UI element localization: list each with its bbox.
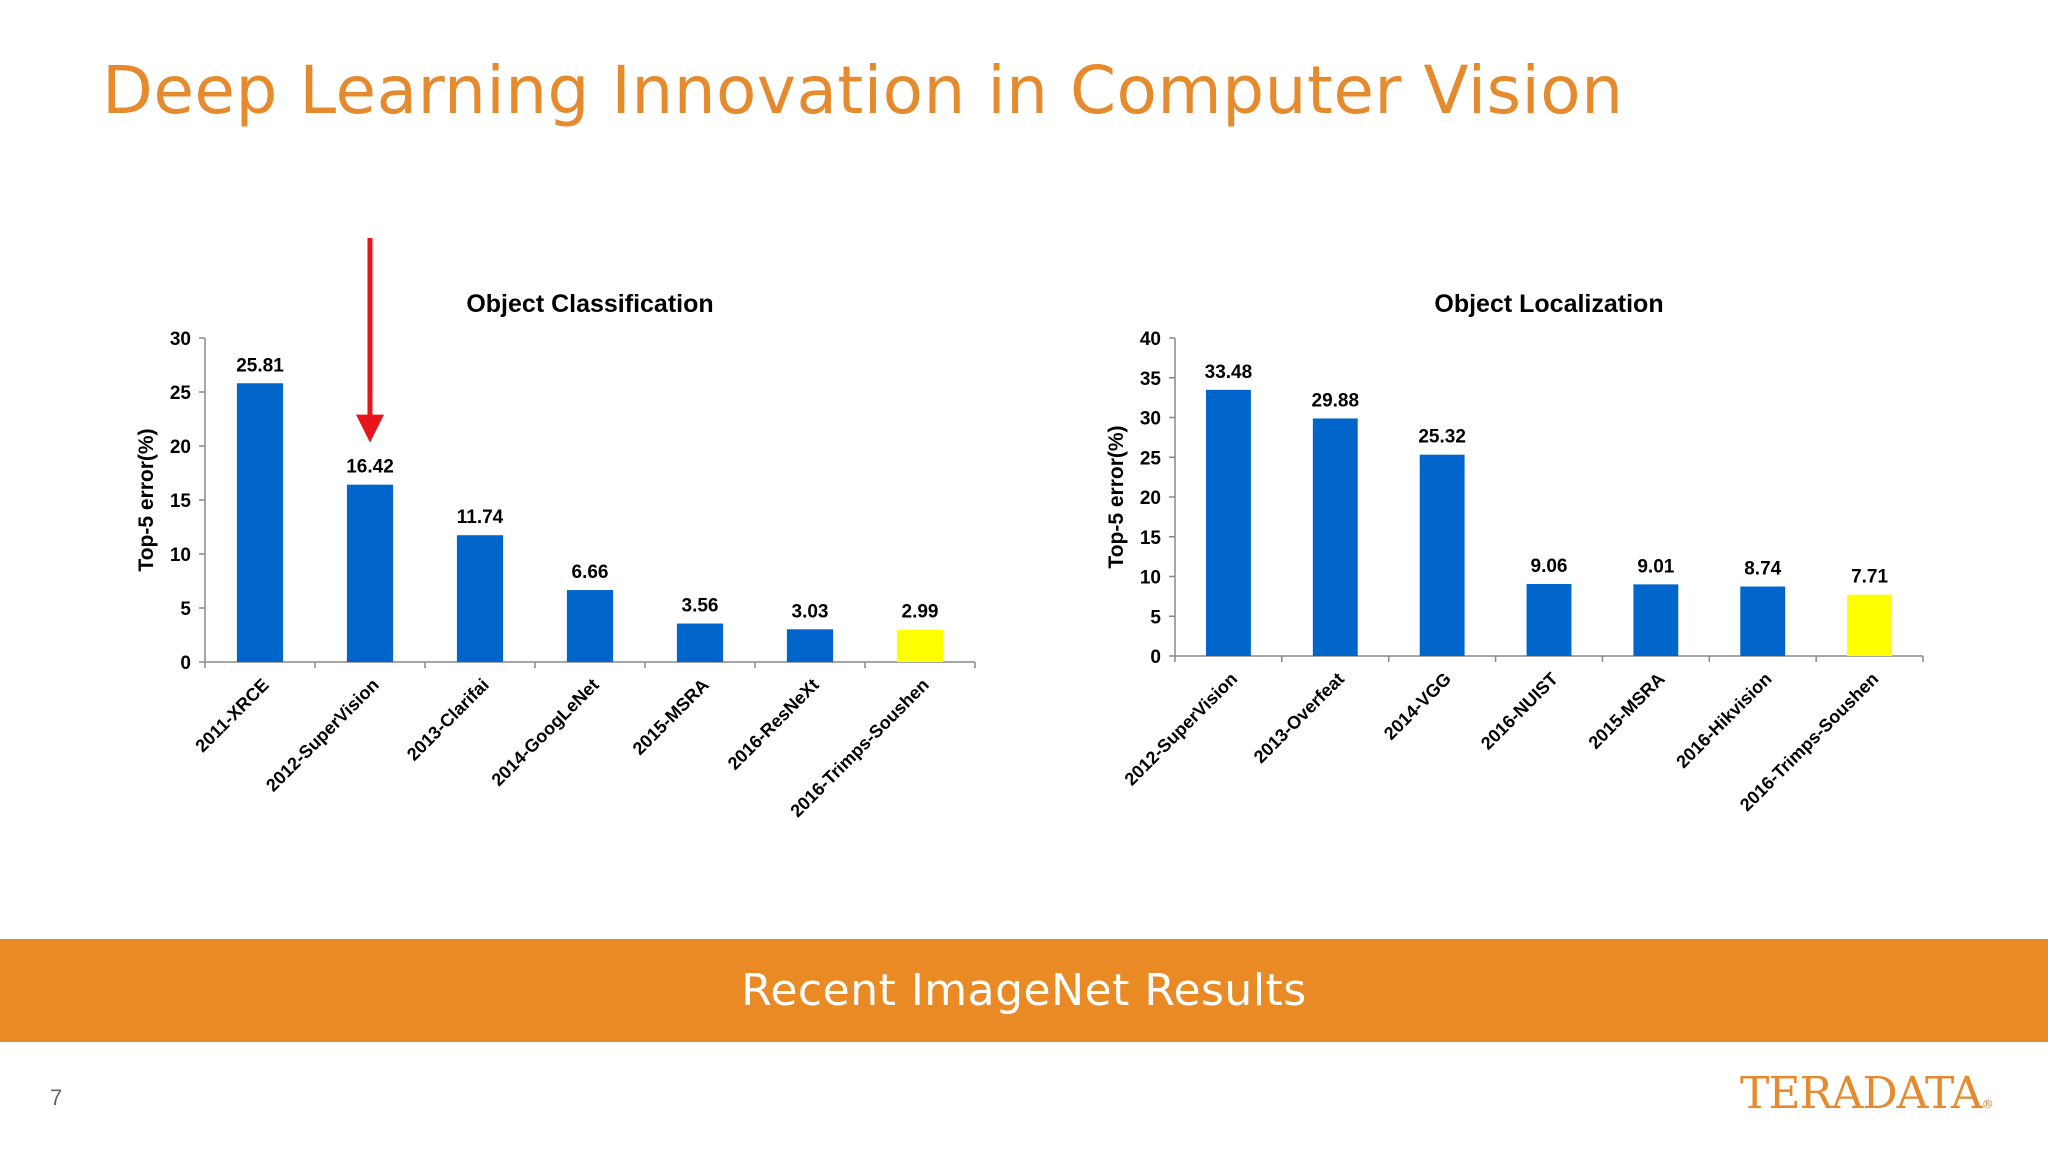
data-label: 2.99 — [902, 602, 939, 623]
bar — [786, 629, 834, 662]
bar — [1312, 418, 1358, 656]
y-tick-label: 40 — [1140, 329, 1161, 350]
category-label: 2012-SuperVision — [1121, 669, 1242, 790]
bar — [1419, 454, 1465, 656]
bar — [1526, 583, 1572, 656]
category-label: 2014-VGG — [1380, 669, 1455, 744]
y-tick-label: 25 — [1140, 448, 1162, 469]
data-label: 25.32 — [1418, 427, 1466, 448]
bar — [1633, 584, 1679, 656]
data-label: 16.42 — [346, 457, 394, 478]
data-label: 8.74 — [1744, 559, 1781, 580]
data-label: 3.03 — [792, 601, 829, 622]
category-label: 2015-MSRA — [629, 675, 713, 759]
y-tick-label: 15 — [1140, 528, 1162, 549]
y-tick-label: 15 — [170, 491, 192, 512]
teradata-logo: TERADATA® — [1740, 1068, 1994, 1119]
chart-title: Object Classification — [466, 290, 713, 318]
bar — [346, 484, 394, 662]
data-label: 11.74 — [457, 507, 504, 528]
data-label: 3.56 — [682, 596, 719, 617]
y-tick-label: 10 — [170, 545, 191, 566]
data-label: 25.81 — [236, 355, 284, 376]
y-tick-label: 30 — [1140, 409, 1161, 430]
bar — [456, 535, 504, 662]
category-label: 2015-MSRA — [1585, 669, 1669, 753]
data-label: 6.66 — [572, 562, 609, 583]
data-label: 29.88 — [1312, 390, 1360, 411]
y-axis-title: Top-5 error(%) — [135, 428, 158, 571]
bar — [1740, 586, 1786, 656]
banner: Recent ImageNet Results — [0, 939, 2048, 1042]
category-label: 2011-XRCE — [191, 675, 272, 756]
category-label: 2013-Clarifai — [403, 675, 493, 765]
y-axis-title: Top-5 error(%) — [1105, 425, 1128, 568]
data-label: 9.06 — [1531, 556, 1568, 577]
data-label: 9.01 — [1637, 556, 1674, 577]
category-label: 2016-NUIST — [1477, 669, 1562, 754]
chart-title: Object Localization — [1434, 290, 1663, 318]
y-tick-label: 20 — [1140, 488, 1161, 509]
logo-text: TERADATA — [1740, 1068, 1983, 1119]
banner-text: Recent ImageNet Results — [741, 965, 1307, 1016]
y-tick-label: 5 — [180, 599, 191, 620]
object-localization-chart: Object Localization Top-5 error(%) 0 5 10 15 2… — [1105, 290, 1924, 815]
bar — [236, 383, 284, 662]
y-tick-label: 10 — [1140, 568, 1161, 589]
bar — [1847, 594, 1893, 656]
y-tick-label: 0 — [1150, 647, 1161, 668]
y-tick-label: 0 — [180, 653, 191, 674]
bar — [676, 623, 724, 662]
data-label: 33.48 — [1205, 362, 1253, 383]
arrow-head — [356, 414, 384, 443]
bar — [896, 629, 944, 662]
page-number: 7 — [50, 1085, 63, 1110]
category-label: 2012-SuperVision — [262, 675, 383, 796]
bar — [1205, 389, 1251, 656]
slide-title: Deep Learning Innovation in Computer Vis… — [102, 52, 1624, 129]
y-tick-label: 35 — [1140, 369, 1162, 390]
data-label: 7.71 — [1851, 567, 1888, 588]
y-tick-label: 25 — [170, 383, 192, 404]
category-label: 2013-Overfeat — [1250, 669, 1348, 767]
y-tick-label: 5 — [1150, 607, 1161, 628]
category-label: 2016-Hikvision — [1672, 669, 1775, 772]
category-label: 2014-GoogLeNet — [488, 675, 603, 790]
object-classification-chart: Object Classification Top-5 error(%) 0 5 10 1… — [135, 238, 976, 821]
y-tick-label: 20 — [170, 437, 191, 458]
y-tick-label: 30 — [170, 329, 191, 350]
category-label: 2016-ResNeXt — [724, 675, 823, 774]
bar — [566, 590, 614, 662]
